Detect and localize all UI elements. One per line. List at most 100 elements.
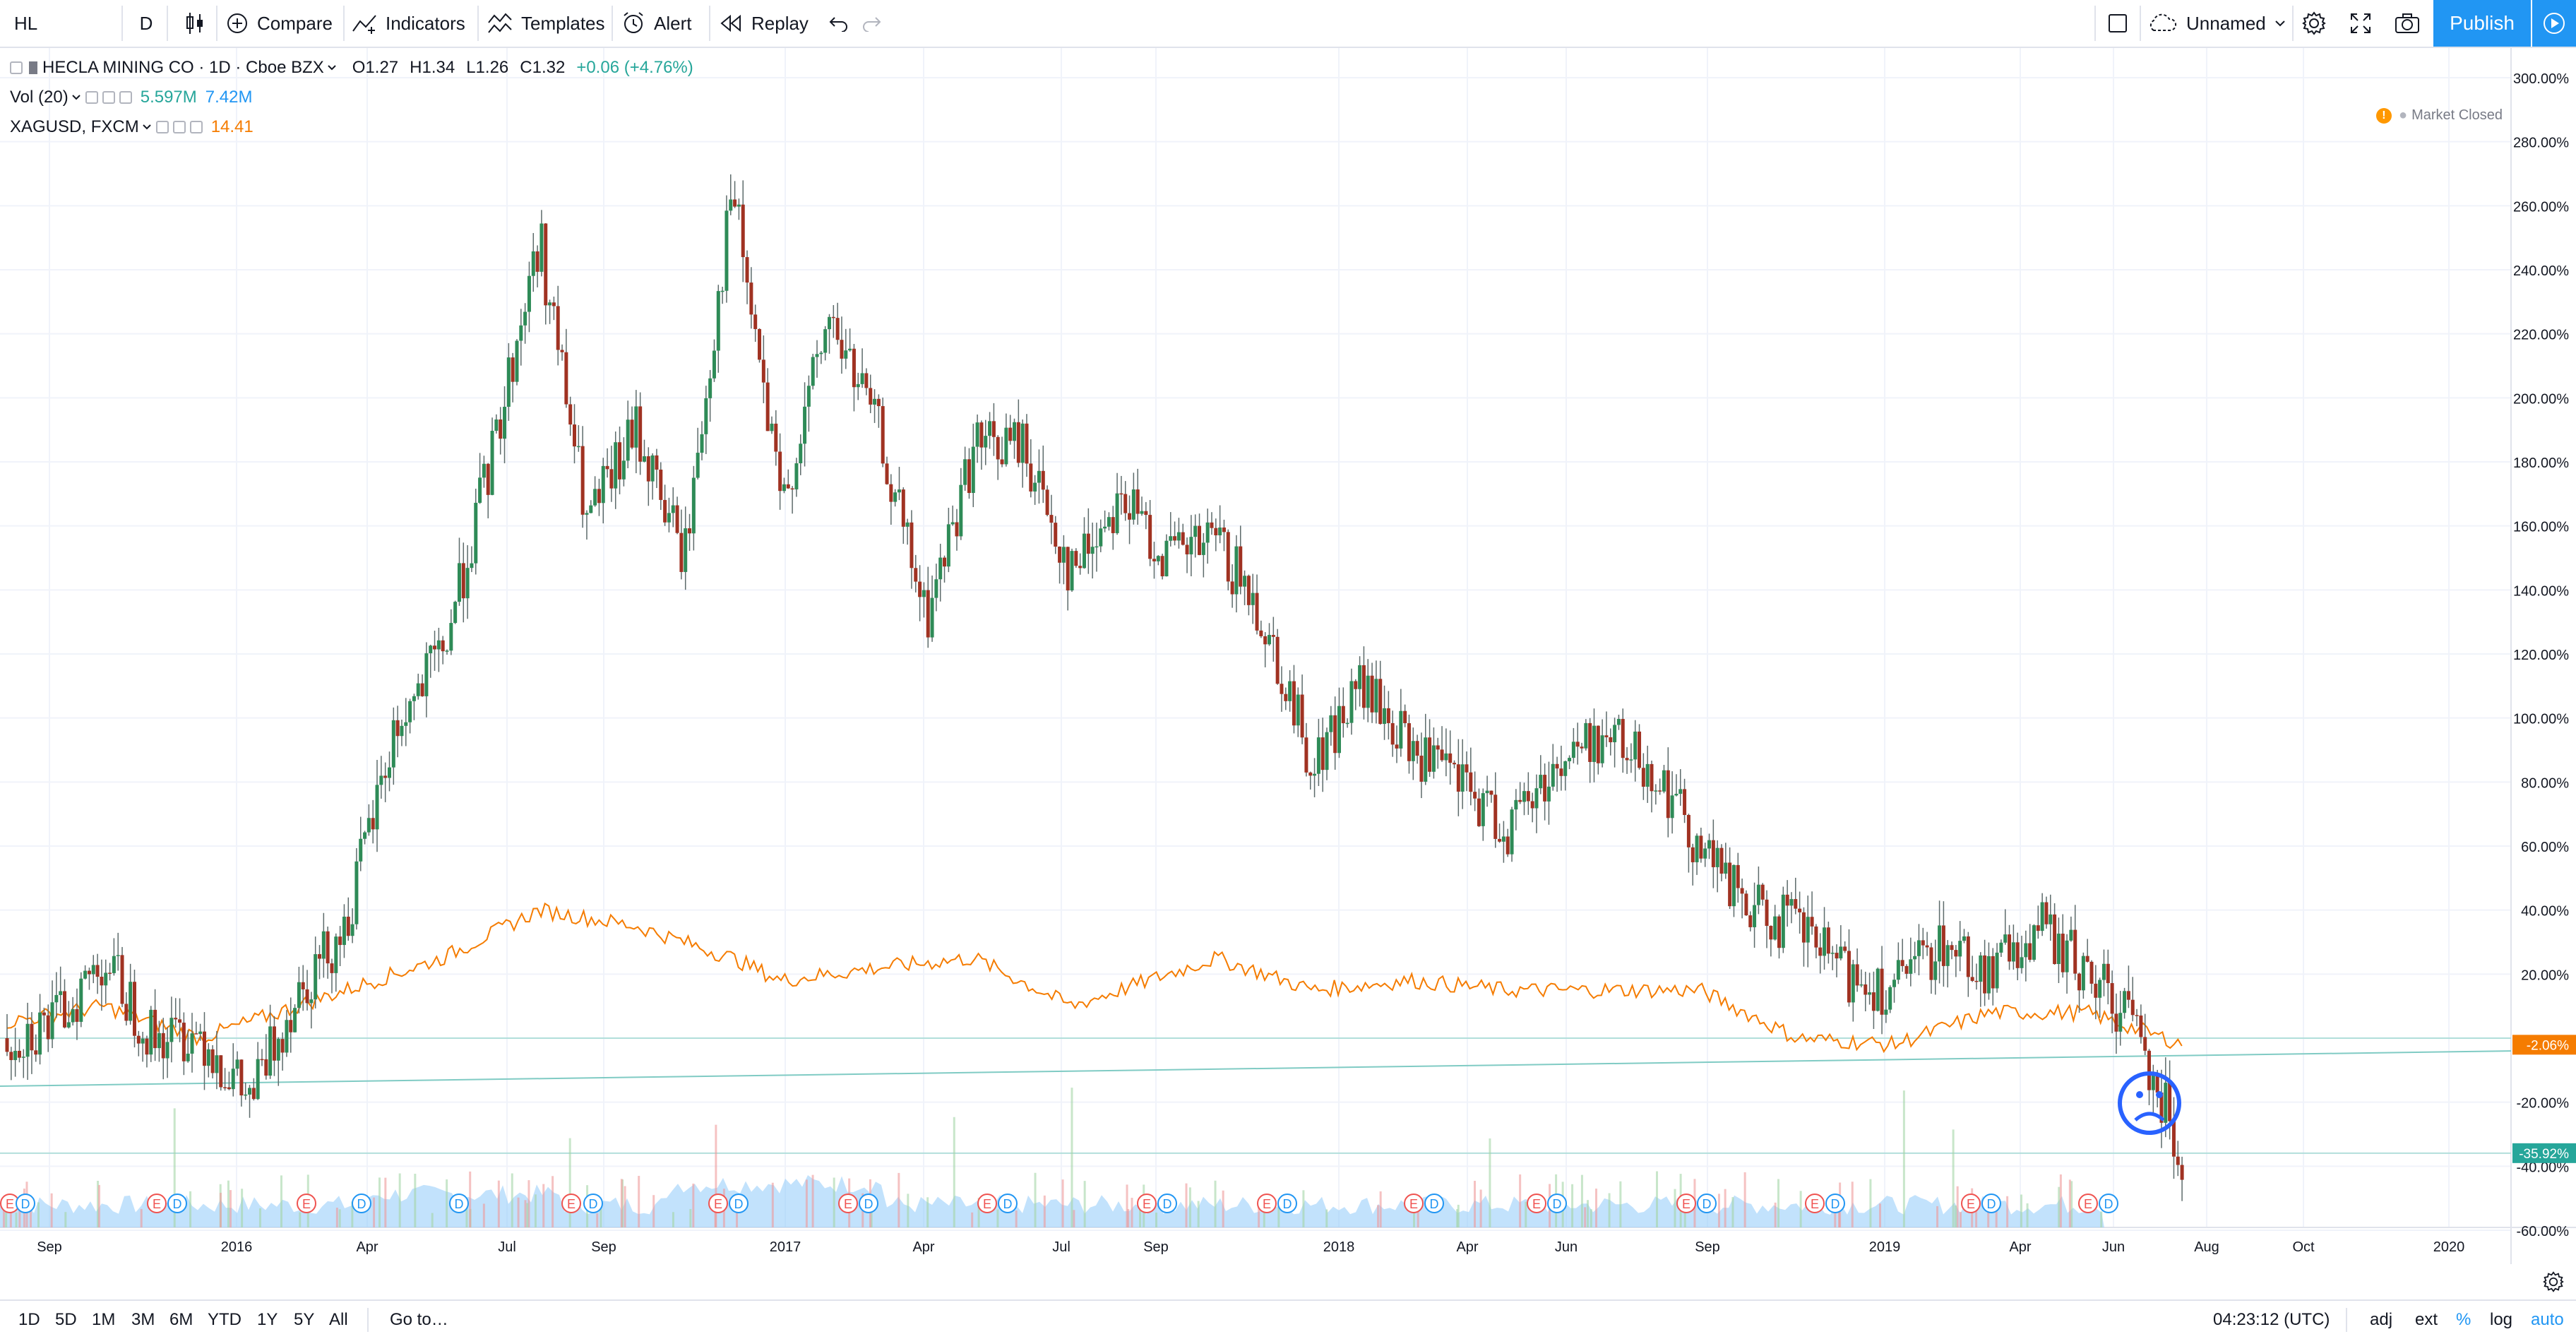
candle-body [499,419,503,439]
candle-body [1658,790,1662,792]
candle-body [1859,984,1864,986]
volume-value: 5.597M [140,88,197,107]
collapse-legend-button[interactable] [10,61,23,74]
snapshot-button[interactable] [2391,0,2423,47]
volume-label[interactable]: Vol (20) [10,88,68,107]
candle-body [1460,764,1465,792]
candle-body [1983,955,1987,994]
remove-icon[interactable] [119,91,132,104]
symbol-search-input[interactable]: HL [0,0,120,47]
range-label: 5D [55,1310,77,1329]
candle-body [1871,992,1876,1011]
candle-body [979,422,984,448]
candle-body [1140,511,1144,514]
interval-button[interactable]: D [129,0,164,47]
candles-icon [186,13,203,34]
publish-button[interactable]: Publish [2433,0,2531,47]
time-tick-label: Jun [1555,1239,1578,1255]
candle-body [25,1023,30,1057]
chart-pane[interactable]: 300.00% 280.00% 260.00% 240.00% 220.00% 200.0… [0,48,2576,1264]
flag-icon [29,61,37,74]
range-3m-button[interactable]: 3M [131,1301,155,1339]
auto-scale-toggle[interactable]: auto [2531,1301,2564,1339]
candle-body [235,1059,239,1069]
candle-body [1444,753,1448,761]
alert-button[interactable]: Alert [621,0,691,47]
range-ytd-button[interactable]: YTD [208,1301,242,1339]
candle-body [2139,1015,2143,1037]
candle-body [2094,983,2098,998]
candle-body [1810,917,1814,927]
candle-body [1958,941,1962,957]
candle-body [2110,983,2114,1014]
range-1y-button[interactable]: 1Y [257,1301,278,1339]
candle-body [2101,963,2106,980]
dividend-marker [859,1194,878,1213]
candle-body [1333,715,1337,754]
candle-body [889,484,893,502]
candle-body [626,419,630,461]
settings-small-icon[interactable] [102,91,115,104]
candle-body [1300,694,1304,738]
candle-body [1925,945,1929,948]
series-title[interactable]: HECLA MINING CO · 1D · Cboe BZX [42,58,324,77]
publish-options-button[interactable] [2531,0,2576,47]
candle-body [1259,630,1263,636]
undo-button[interactable] [825,0,853,47]
candle-body [1830,953,1835,954]
candle-body [1703,848,1707,859]
candle-body [1744,893,1748,916]
time-tick-label: Apr [912,1239,934,1255]
candle-body [400,725,404,737]
timezone-clock[interactable]: 04:23:12 (UTC) [2213,1301,2330,1339]
candle-body [1638,731,1642,768]
chart-style-button[interactable] [178,0,212,47]
candle-body [984,436,988,448]
ext-toggle[interactable]: ext [2415,1301,2438,1339]
candle-body [239,1059,244,1096]
templates-icon [488,13,512,33]
candle-body [202,1031,206,1066]
candle-body [548,302,552,306]
templates-button[interactable]: Templates [487,0,605,47]
candle-body [556,306,560,350]
replay-button[interactable]: Replay [719,0,809,47]
candle-body [1546,786,1551,802]
price-badge-label: -35.92% [2519,1147,2569,1162]
range-1d-button[interactable]: 1D [18,1301,40,1339]
fullscreen-layout-button[interactable] [2101,0,2134,47]
visibility-icon[interactable] [155,121,169,133]
indicators-button[interactable]: Indicators [352,0,465,47]
candle-body [2180,1165,2184,1180]
visibility-icon[interactable] [85,91,98,104]
settings-small-icon[interactable] [172,121,186,133]
range-5y-button[interactable]: 5Y [294,1301,314,1339]
fullscreen-button[interactable] [2344,0,2377,47]
candle-body [210,1049,215,1073]
layout-name: Unnamed [2186,12,2266,34]
remove-icon[interactable] [189,121,203,133]
candle-body [1686,814,1690,847]
goto-date-button[interactable]: Go to… [390,1301,448,1339]
candle-body [1354,681,1358,689]
range-all-button[interactable]: All [329,1301,348,1339]
chart-settings-button[interactable] [2531,1264,2576,1299]
compare-symbol-label[interactable]: XAGUSD, FXCM [10,117,139,136]
adj-toggle[interactable]: adj [2370,1301,2392,1339]
log-scale-toggle[interactable]: log [2490,1301,2512,1339]
range-5d-button[interactable]: 5D [55,1301,77,1339]
candle-body [490,431,494,495]
range-1m-button[interactable]: 1M [92,1301,115,1339]
range-6m-button[interactable]: 6M [169,1301,193,1339]
percent-scale-toggle[interactable]: % [2456,1301,2471,1339]
layout-menu-button[interactable]: Unnamed [2147,0,2286,47]
candle-body [112,956,116,973]
candle-body [967,459,971,493]
price-chart[interactable]: 300.00% 280.00% 260.00% 240.00% 220.00% 200.0… [0,48,2576,1264]
candle-body [1588,722,1592,762]
compare-button[interactable]: Compare [226,0,333,47]
redo-button[interactable] [857,0,886,47]
time-tick-label: Jul [1052,1239,1071,1255]
candle-body [1645,763,1650,787]
settings-button[interactable] [2298,0,2330,47]
